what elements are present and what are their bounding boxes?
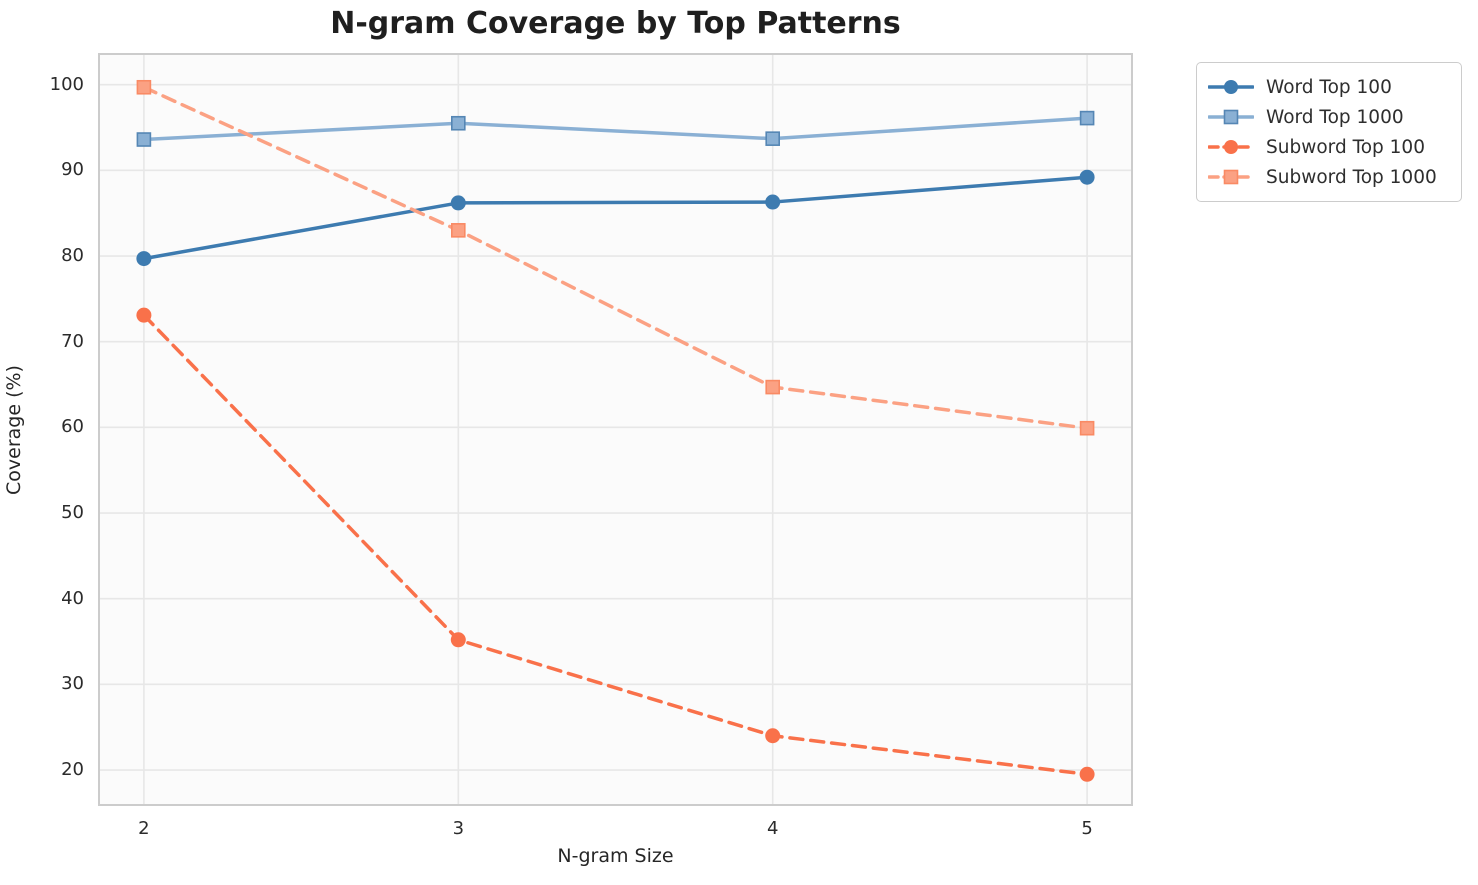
marker-circle-series-0 — [450, 195, 466, 211]
legend-item-1: Word Top 1000 — [1208, 102, 1449, 132]
y-tick-label: 60 — [61, 416, 84, 438]
legend-label: Subword Top 1000 — [1266, 166, 1437, 188]
x-tick-label: 4 — [766, 818, 779, 839]
marker-circle-series-0 — [136, 251, 152, 267]
marker-square-series-3 — [765, 379, 780, 395]
marker-circle-series-2 — [450, 632, 466, 648]
series-line-3 — [142, 85, 1089, 430]
legend-swatch-square — [1208, 109, 1254, 125]
y-tick-label: 50 — [61, 502, 84, 524]
series-line-2 — [142, 313, 1089, 777]
legend-item-2: Subword Top 100 — [1208, 132, 1449, 162]
x-tick-label: 2 — [138, 818, 150, 839]
x-tick-label: 3 — [452, 818, 465, 839]
legend-item-3: Subword Top 1000 — [1208, 162, 1449, 192]
y-tick-label: 90 — [61, 159, 84, 181]
y-tick-label: 80 — [61, 245, 84, 267]
marker-square-series-1 — [136, 132, 152, 147]
x-tick-label: 5 — [1081, 818, 1093, 839]
marker-square-series-1 — [1079, 110, 1095, 126]
legend-swatch-circle — [1208, 80, 1254, 94]
marker-circle-series-2 — [1079, 766, 1095, 782]
y-tick-label: 40 — [61, 587, 84, 609]
plot-background — [98, 53, 1133, 806]
x-axis-label: N-gram Size — [557, 845, 674, 867]
legend-swatch-circle — [1208, 140, 1254, 154]
series-line-1 — [142, 116, 1089, 142]
y-tick-label: 100 — [49, 73, 84, 95]
legend-label: Subword Top 100 — [1266, 136, 1425, 158]
legend-swatch-square — [1208, 169, 1254, 185]
y-tick-label: 20 — [61, 759, 84, 781]
marker-circle-series-2 — [136, 307, 152, 323]
chart-title: N-gram Coverage by Top Patterns — [330, 6, 901, 41]
series-line-0 — [142, 175, 1089, 261]
y-tick-label: 30 — [61, 673, 84, 695]
marker-square-series-3 — [136, 79, 152, 95]
marker-square-series-1 — [451, 115, 466, 131]
marker-circle-series-0 — [1079, 169, 1095, 185]
marker-circle-series-0 — [765, 194, 781, 210]
y-axis-label: Coverage (%) — [3, 365, 25, 495]
y-tick-label: 70 — [61, 330, 84, 352]
marker-square-series-3 — [1079, 420, 1095, 436]
marker-square-series-3 — [451, 223, 466, 238]
marker-square-series-1 — [765, 131, 780, 146]
marker-circle-series-2 — [765, 728, 781, 744]
plot-area — [98, 53, 1133, 806]
legend-label: Word Top 1000 — [1266, 106, 1404, 128]
plot-frame — [98, 53, 1133, 806]
legend-label: Word Top 100 — [1266, 76, 1392, 98]
legend: Word Top 100 Word Top 1000 Subword Top 100… — [1196, 62, 1462, 202]
legend-item-0: Word Top 100 — [1208, 72, 1449, 102]
